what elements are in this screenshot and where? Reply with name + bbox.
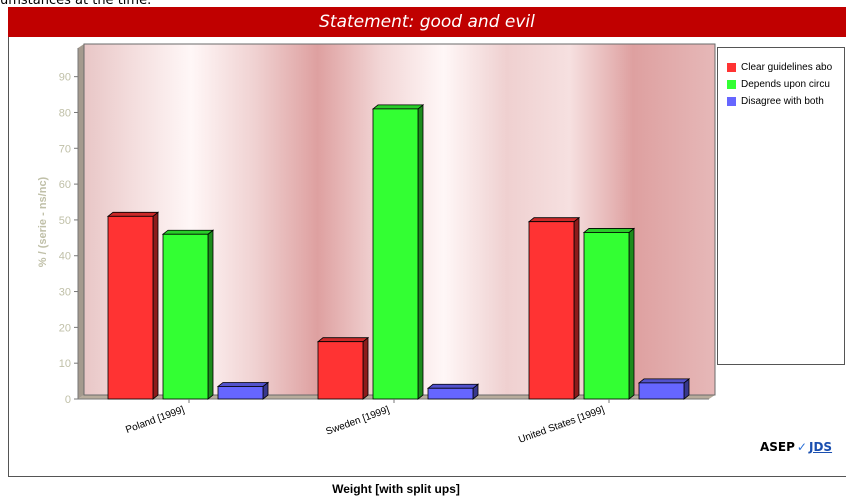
x-tick-label: Sweden [1999] [325, 404, 392, 437]
y-tick-label: 40 [59, 251, 71, 263]
bar-front [583, 232, 630, 400]
y-tick-label: 0 [65, 394, 71, 406]
legend-item: Disagree with both [727, 96, 824, 110]
y-tick-label: 60 [59, 179, 71, 191]
x-axis-label: Weight [with split ups] [332, 482, 460, 496]
bar-top [161, 229, 215, 235]
bar [161, 229, 215, 400]
y-tick-label: 50 [59, 215, 71, 227]
logo-asep: ASEP [760, 440, 795, 454]
bar-top [216, 382, 270, 387]
bar-top [527, 217, 581, 223]
legend-label: Disagree with both [741, 96, 824, 107]
plot-side-wall [78, 44, 84, 399]
y-tick-label: 20 [59, 322, 71, 334]
bar-side [152, 211, 159, 400]
bar-side [417, 104, 424, 400]
bar [582, 227, 636, 400]
y-tick-label: 80 [59, 107, 71, 119]
bar-front [528, 221, 575, 400]
y-tick-label: 90 [59, 72, 71, 84]
caption-fragment: umstances at the time. [0, 0, 152, 8]
bar [316, 336, 370, 400]
bar-front [638, 382, 685, 400]
legend-swatch [727, 80, 736, 89]
x-tick-label: United States [1999] [517, 404, 606, 445]
bar [106, 211, 160, 400]
bar [216, 381, 270, 400]
bar-side [628, 227, 635, 400]
y-tick-label: 70 [59, 143, 71, 155]
bar [371, 104, 425, 400]
bar-front [427, 387, 474, 400]
bar-top [106, 211, 160, 217]
check-icon: ✓ [796, 440, 807, 454]
bar [426, 383, 480, 400]
legend-item: Clear guidelines abo [727, 62, 832, 76]
asep-jds-logo: ASEP ✓ JDS [760, 440, 832, 454]
bar-side [573, 216, 580, 400]
y-tick-label: 30 [59, 287, 71, 299]
bar-side [362, 336, 369, 400]
bar-top [637, 378, 691, 384]
bar-front [217, 386, 264, 400]
legend-swatch [727, 97, 736, 106]
legend: Clear guidelines abo Depends upon circu Di… [717, 47, 845, 365]
bar-top [582, 228, 636, 233]
y-tick-label: 10 [59, 358, 71, 370]
y-axis-label: % / (serie - ns/nc) [37, 176, 49, 267]
legend-label: Clear guidelines abo [741, 62, 833, 73]
chart-title: Statement: good and evil [8, 7, 846, 37]
bar-front [162, 233, 209, 400]
bar [637, 378, 691, 400]
bar-side [207, 229, 214, 400]
bar-front [372, 108, 419, 400]
legend-label: Depends upon circu [741, 79, 830, 90]
logo-jds: JDS [808, 440, 833, 454]
bar-top [371, 104, 425, 110]
legend-item: Depends upon circu [727, 79, 830, 93]
bar [527, 216, 581, 400]
legend-swatch [727, 63, 736, 72]
bar-top [316, 337, 370, 343]
bar-front [107, 215, 154, 400]
bar-top [426, 383, 480, 389]
bar-front [317, 341, 364, 400]
x-tick-label: Poland [1999] [124, 404, 186, 436]
